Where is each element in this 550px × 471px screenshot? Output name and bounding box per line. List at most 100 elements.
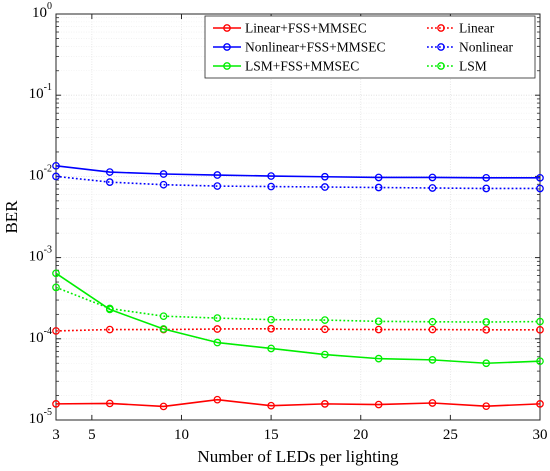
data-point [159, 402, 168, 411]
data-point [482, 359, 491, 368]
data-point [267, 182, 275, 191]
legend-marker [437, 43, 445, 51]
data-point [374, 183, 383, 192]
data-point [159, 180, 168, 189]
y-tick-label: 10-1 [29, 82, 52, 102]
legend-label: Linear+FSS+MMSEC [245, 21, 367, 36]
data-point [52, 327, 60, 335]
data-point [267, 315, 275, 324]
data-point [482, 325, 491, 334]
legend-label: Linear [459, 21, 495, 36]
data-point [213, 325, 222, 333]
data-point [482, 173, 491, 182]
data-point [159, 170, 168, 178]
data-point [482, 402, 491, 411]
x-tick-label: 20 [353, 427, 368, 443]
data-point [374, 173, 383, 182]
data-point [482, 184, 491, 193]
legend-marker [223, 43, 231, 51]
data-point [536, 357, 544, 366]
data-point [52, 161, 60, 170]
data-point [105, 399, 114, 408]
y-tick-label: 10-4 [29, 326, 52, 346]
data-point [213, 338, 222, 347]
data-point [52, 283, 60, 292]
legend: Linear+FSS+MMSEC Linear Nonlinear+FSS+MMSE… [204, 15, 536, 79]
data-point [159, 312, 168, 321]
data-point [213, 182, 222, 190]
data-point [213, 171, 222, 179]
legend-marker [437, 62, 445, 70]
series-line [55, 165, 540, 179]
data-point [267, 401, 275, 410]
data-point [213, 395, 222, 404]
data-point [428, 317, 437, 326]
x-tick-label: 5 [88, 427, 96, 443]
data-point [267, 172, 275, 180]
data-point [105, 325, 114, 334]
data-point [428, 173, 437, 182]
series-lsm [52, 283, 544, 326]
legend-box [204, 15, 536, 79]
series-line [55, 286, 541, 323]
legend-label: Nonlinear+FSS+MMSEC [245, 40, 386, 55]
data-point [105, 178, 114, 186]
data-point [428, 325, 437, 334]
plot-frame [55, 13, 541, 421]
data-point [213, 314, 222, 322]
data-point [536, 400, 544, 408]
axis-ticks: 3 5 10 15 20 25 30 10-5 10-4 10-3 10-2 10-1 100 [29, 1, 548, 443]
data-point [321, 400, 329, 408]
legend-label: Nonlinear [459, 40, 513, 55]
data-point [428, 399, 437, 407]
data-point [321, 325, 329, 334]
data-point [321, 183, 329, 191]
series-lsm-fss-mmsec [52, 269, 544, 368]
series-line [55, 272, 541, 365]
x-tick-label: 30 [533, 427, 548, 443]
data-point [536, 173, 544, 182]
data-point [374, 400, 383, 409]
data-point [536, 325, 544, 334]
data-point [374, 325, 383, 334]
x-tick-label: 10 [174, 427, 189, 443]
data-point [52, 172, 60, 181]
legend-label: LSM+FSS+MMSEC [245, 59, 359, 74]
data-point [321, 172, 329, 181]
x-tick-label: 15 [264, 427, 279, 443]
series-linear [52, 324, 544, 335]
x-axis-label: Number of LEDs per lighting [197, 447, 399, 466]
data-point [267, 324, 275, 333]
legend-marker [223, 62, 231, 70]
data-point [52, 269, 60, 278]
y-tick-label: 100 [32, 1, 52, 21]
data-point [52, 400, 60, 408]
data-point [321, 316, 329, 324]
data-point [428, 184, 437, 192]
legend-marker [437, 24, 445, 32]
series [52, 161, 544, 411]
series-linear-fss-mmsec [52, 395, 544, 411]
legend-marker [223, 24, 231, 32]
data-point [482, 318, 491, 326]
series-line [55, 327, 540, 332]
data-point [105, 168, 114, 176]
y-tick-label: 10-2 [29, 163, 52, 183]
series-nonlinear-fss-mmsec [52, 161, 544, 182]
data-point [159, 325, 168, 333]
data-point [428, 356, 437, 364]
data-point [374, 317, 383, 326]
data-point [267, 344, 275, 353]
y-tick-label: 10-5 [29, 407, 52, 427]
x-tick-label: 25 [443, 427, 458, 443]
y-axis-label: BER [2, 200, 21, 234]
data-point [321, 350, 329, 359]
series-nonlinear [52, 172, 544, 193]
series-line [55, 175, 540, 190]
data-point [536, 317, 544, 326]
legend-label: LSM [459, 59, 487, 74]
y-tick-label: 10-3 [29, 245, 52, 265]
data-point [105, 304, 114, 313]
data-point [374, 354, 383, 363]
